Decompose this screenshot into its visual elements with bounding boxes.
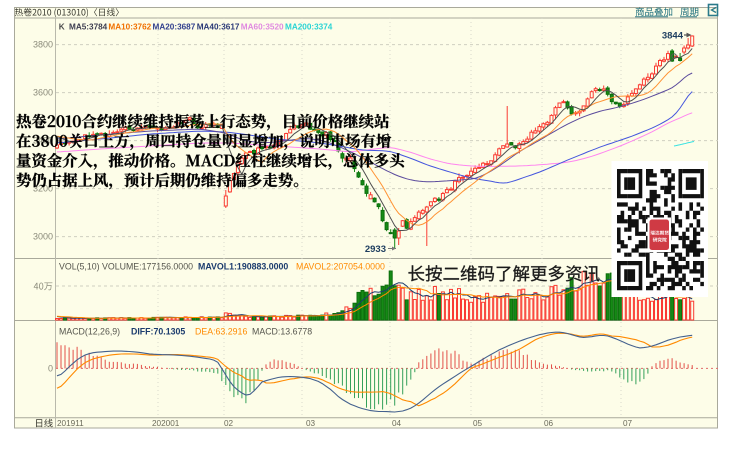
svg-text:05: 05: [473, 419, 483, 428]
svg-text:VOL(5,10) VOLUME:177156.0000: VOL(5,10) VOLUME:177156.0000: [59, 262, 193, 272]
svg-text:MA10:3762: MA10:3762: [108, 23, 151, 32]
svg-text:02: 02: [224, 419, 234, 428]
svg-text:3800: 3800: [33, 40, 53, 50]
svg-text:MAVOL2:207054.0000: MAVOL2:207054.0000: [296, 262, 385, 272]
svg-text:MA5:3784: MA5:3784: [69, 23, 108, 32]
svg-text:07: 07: [623, 419, 633, 428]
svg-text:MA60:3520: MA60:3520: [241, 23, 284, 32]
svg-text:3600: 3600: [33, 88, 53, 98]
svg-text:03: 03: [306, 419, 316, 428]
svg-text:MA200:3374: MA200:3374: [285, 23, 333, 32]
svg-text:3844: 3844: [662, 31, 684, 42]
svg-text:3200: 3200: [33, 184, 53, 194]
svg-text:201911: 201911: [57, 419, 84, 428]
svg-text:0: 0: [48, 363, 53, 373]
svg-text:MA40:3617: MA40:3617: [197, 23, 240, 32]
svg-text:DEA:63.2916: DEA:63.2916: [195, 327, 247, 337]
svg-text:K: K: [59, 23, 65, 32]
svg-text:3000: 3000: [33, 232, 53, 242]
svg-text:2933: 2933: [365, 244, 386, 255]
svg-text:MA20:3687: MA20:3687: [153, 23, 196, 32]
svg-text:04: 04: [392, 419, 402, 428]
svg-text:06: 06: [544, 419, 554, 428]
svg-text:202001: 202001: [152, 419, 180, 428]
svg-text:MAVOL1:190883.0000: MAVOL1:190883.0000: [198, 262, 288, 272]
svg-text:MACD:13.6778: MACD:13.6778: [252, 327, 312, 337]
svg-text:DIFF:70.1305: DIFF:70.1305: [131, 327, 185, 337]
svg-text:MACD(12,26,9): MACD(12,26,9): [59, 327, 120, 337]
